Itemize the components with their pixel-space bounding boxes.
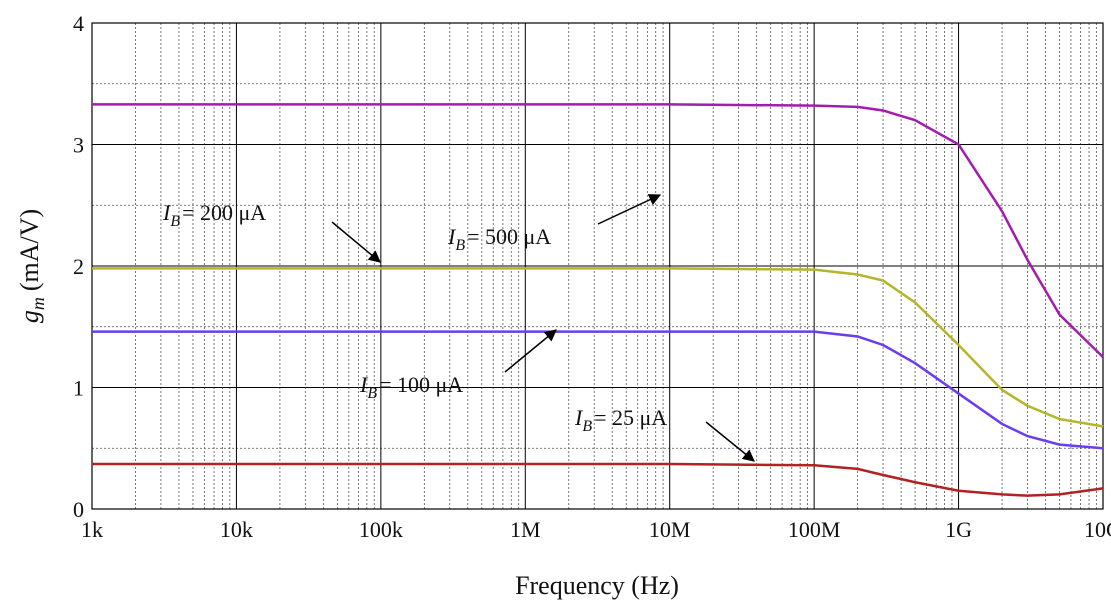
y-axis-unit: (mA/V): [15, 209, 44, 291]
x-tick-label: 100k: [359, 517, 403, 542]
y-axis-subscript: m: [28, 297, 48, 310]
annotation-text: = 25 μA: [594, 405, 667, 430]
x-tick-label: 10k: [220, 517, 253, 542]
y-axis-label: gm (mA/V): [15, 209, 48, 323]
series-line: [92, 103, 1104, 359]
annotation: IB= 100 μA: [359, 372, 463, 402]
annotation-text: = 200 μA: [182, 200, 266, 225]
x-tick-label: 1M: [510, 517, 541, 542]
y-axis-symbol: g: [15, 310, 44, 323]
annotation-arrow: [504, 329, 557, 373]
annotation: IB= 500 μA: [447, 224, 551, 254]
annotation-subscript: B: [170, 213, 180, 230]
x-axis-label: Frequency (Hz): [515, 571, 679, 600]
annotation-subscript: B: [582, 418, 592, 435]
series-line: [92, 462, 1104, 497]
annotation-arrow: [331, 221, 381, 263]
annotation: IB= 25 μA: [574, 405, 667, 435]
annotation-text: = 500 μA: [467, 224, 551, 249]
annotation-text: = 100 μA: [379, 372, 463, 397]
series-line: [92, 330, 1104, 450]
annotation-arrow: [597, 194, 662, 225]
annotation-symbol: I: [574, 405, 584, 430]
x-tick-label: 10M: [649, 517, 691, 542]
annotation: IB= 200 μA: [162, 200, 266, 230]
y-tick-label: 1: [73, 376, 84, 401]
annotation-subscript: B: [367, 385, 377, 402]
y-tick-label: 3: [73, 133, 84, 158]
x-tick-label: 1k: [81, 517, 103, 542]
annotation-symbol: I: [162, 200, 172, 225]
annotation-symbol: I: [447, 224, 457, 249]
series-line: [92, 267, 1104, 428]
annotation-subscript: B: [455, 237, 465, 254]
annotation-symbol: I: [359, 372, 369, 397]
y-tick-label: 0: [73, 497, 84, 522]
x-tick-label: 100M: [788, 517, 841, 542]
plot-frame: [91, 22, 1104, 510]
annotation-arrow: [705, 421, 755, 462]
y-tick-label: 2: [73, 254, 84, 279]
y-tick-label: 4: [73, 11, 84, 36]
x-tick-label: 10G: [1084, 517, 1111, 542]
x-tick-label: 1G: [945, 517, 972, 542]
